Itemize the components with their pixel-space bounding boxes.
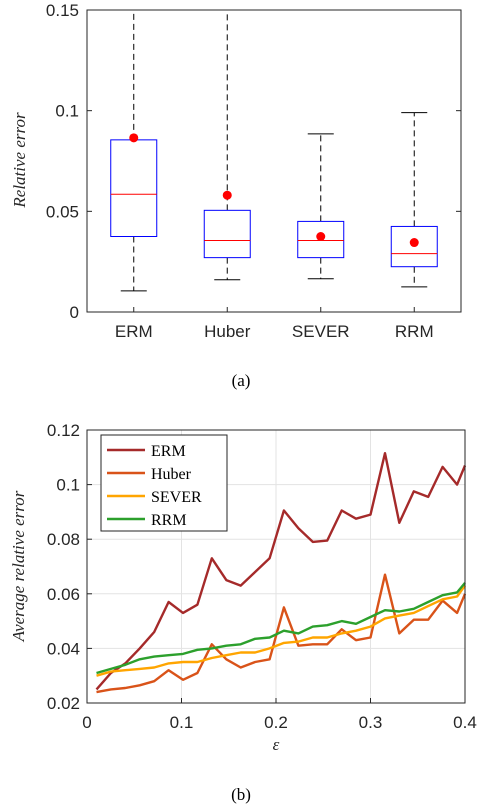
legend-label-erm: ERM bbox=[151, 443, 186, 460]
y-tick-label: 0.1 bbox=[55, 102, 79, 121]
line-y-axis-label: Average relative error bbox=[9, 490, 28, 642]
boxplot-panel: 0 0.05 0.1 0.15 ERM Huber SEVER RRM Relative e… bbox=[10, 1, 462, 390]
mean-point bbox=[316, 232, 326, 241]
x-tick-label: 0 bbox=[82, 713, 91, 732]
y-tick-label: 0.02 bbox=[47, 694, 80, 713]
series-line-huber bbox=[96, 573, 467, 694]
x-tick-label: 0.2 bbox=[264, 713, 288, 732]
x-tick-label: 0.4 bbox=[453, 713, 477, 732]
interquartile-box bbox=[390, 225, 438, 268]
legend-label-sever: SEVER bbox=[151, 489, 202, 506]
line-chart-panel: 0.02 0.04 0.06 0.08 0.1 0.12 0 0.1 0.2 0.3 0.4 ER… bbox=[9, 421, 477, 804]
mean-point bbox=[129, 133, 139, 143]
y-tick-label: 0 bbox=[70, 303, 79, 322]
y-tick-label: 0.05 bbox=[46, 202, 79, 221]
boxplot-y-axis-label: Relative error bbox=[10, 112, 29, 209]
mean-point bbox=[222, 190, 232, 200]
series-line-erm bbox=[95, 452, 467, 691]
boxplot-plot-area bbox=[87, 10, 461, 312]
legend: ERM Huber SEVER RRM bbox=[100, 434, 228, 532]
y-tick-label: 0.15 bbox=[46, 1, 79, 20]
box-sever bbox=[297, 133, 345, 280]
boxplot-caption: (a) bbox=[232, 371, 251, 390]
box-rrm bbox=[390, 112, 438, 288]
y-tick-label: 0.08 bbox=[47, 530, 80, 549]
series-line-sever bbox=[96, 584, 466, 677]
x-tick-label: SEVER bbox=[292, 322, 350, 341]
y-tick-label: 0.1 bbox=[56, 476, 80, 495]
x-tick-label: Huber bbox=[204, 322, 251, 341]
x-tick-label: ERM bbox=[115, 322, 153, 341]
x-tick-label: RRM bbox=[395, 322, 434, 341]
y-tick-label: 0.12 bbox=[47, 421, 80, 440]
legend-label-rrm: RRM bbox=[151, 512, 187, 529]
x-tick-label: 0.1 bbox=[170, 713, 194, 732]
series-line-rrm bbox=[96, 582, 466, 675]
y-tick-label: 0.06 bbox=[47, 585, 80, 604]
interquartile-box bbox=[203, 209, 251, 259]
x-tick-label: 0.3 bbox=[359, 713, 383, 732]
y-tick-label: 0.04 bbox=[47, 639, 80, 658]
boxplot-axes-frame bbox=[86, 9, 462, 313]
line-chart-caption: (b) bbox=[231, 785, 251, 804]
box-huber bbox=[203, 9, 251, 281]
legend-label-huber: Huber bbox=[151, 466, 192, 483]
mean-point bbox=[409, 238, 419, 248]
line-x-axis-label: ε bbox=[273, 735, 280, 754]
interquartile-box bbox=[297, 220, 345, 259]
